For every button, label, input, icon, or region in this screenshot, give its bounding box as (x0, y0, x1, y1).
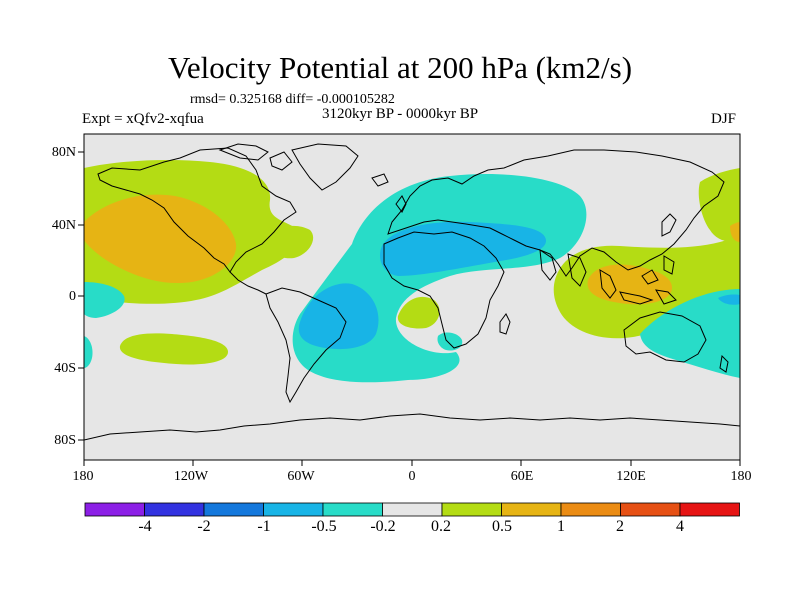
colorbar-label: -2 (197, 518, 211, 535)
coast-arctic-islands (218, 143, 293, 171)
x-tick-180w: 180 (72, 469, 94, 484)
colorbar (84, 502, 740, 517)
coast-britain (395, 195, 407, 213)
region-atl-small (437, 332, 463, 351)
colorbar-label: -1 (257, 518, 271, 535)
region-spac-neg (640, 289, 740, 378)
colorbar-swatch (203, 502, 264, 517)
region-natl-pos (267, 225, 314, 259)
map-panel (84, 134, 740, 460)
colorbar-label: 0.5 (492, 518, 512, 535)
y-tick-80s: 80S (54, 433, 76, 448)
colorbar-swatch (560, 502, 621, 517)
region-maritime-core (587, 264, 672, 305)
colorbar-label: -0.5 (311, 518, 337, 535)
colorbar-swatch (322, 502, 383, 517)
coast-india (539, 248, 587, 287)
experiment-label: Expt = xQfv2-xqfua (82, 111, 204, 127)
coast-australia (623, 311, 707, 363)
region-west-neg (84, 282, 125, 318)
coast-central-america (229, 271, 267, 295)
x-tick-120e: 120E (616, 469, 646, 484)
coast-madagascar (499, 313, 511, 335)
region-spac-core (718, 294, 740, 305)
colorbar-label: 1 (557, 518, 565, 535)
coast-eurasia (387, 149, 725, 277)
y-tick-eq: 0 (69, 289, 76, 304)
period-label: 3120kyr BP - 0000kyr BP (322, 106, 479, 122)
stats-line: rmsd= 0.325168 diff= -0.000105282 (190, 92, 395, 107)
region-spac-pos (119, 333, 228, 365)
x-tick-180e: 180 (730, 469, 752, 484)
x-tick-0: 0 (408, 469, 416, 484)
colorbar-label: 4 (676, 518, 684, 535)
colorbar-swatch (84, 502, 145, 517)
x-tick-60e: 60E (510, 469, 534, 484)
region-nwpac-pos (698, 168, 740, 242)
x-tick-120w: 120W (173, 469, 209, 484)
colorbar-label: 2 (616, 518, 624, 535)
coast-antarctica (84, 413, 740, 441)
season-label: DJF (711, 111, 737, 127)
coast-greenland (291, 143, 359, 191)
colorbar-swatch (501, 502, 562, 517)
x-tick-60w: 60W (287, 469, 315, 484)
colorbar-swatch (382, 502, 443, 517)
colorbar-label: -4 (138, 518, 152, 535)
coast-north-america (97, 147, 297, 273)
axis-ticks (78, 151, 741, 466)
colorbar-swatch (679, 502, 740, 517)
region-africa-pos (397, 296, 440, 329)
coast-iceland (371, 173, 389, 187)
region-npac-core (84, 194, 237, 284)
region-east-edge (730, 222, 740, 242)
colorbar-swatch (620, 502, 681, 517)
chart-title: Velocity Potential at 200 hPa (km2/s) (167, 50, 633, 85)
coast-japan (661, 213, 677, 237)
colorbar-swatch (263, 502, 324, 517)
region-west-neg-2 (84, 336, 93, 368)
coast-south-america (265, 287, 347, 404)
colorbar-swatch (144, 502, 205, 517)
y-tick-80n: 80N (51, 145, 76, 160)
y-tick-40s: 40S (54, 361, 76, 376)
coast-maritime-continent (599, 255, 677, 305)
colorbar-label: -0.2 (370, 518, 396, 535)
coast-new-zealand (719, 354, 729, 373)
coastlines (84, 143, 740, 441)
y-tick-40n: 40N (51, 218, 76, 233)
field-shading (84, 160, 740, 383)
colorbar-label: 0.2 (431, 518, 451, 535)
colorbar-swatch (441, 502, 502, 517)
coast-africa (383, 231, 505, 349)
